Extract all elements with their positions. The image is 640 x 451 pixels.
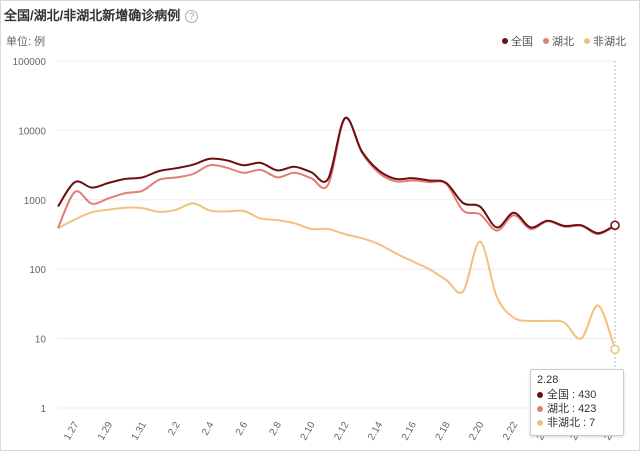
x-tick-label: 2.16 [400, 420, 419, 443]
tooltip-value-hubei: 423 [578, 403, 597, 415]
tooltip-value-national: 430 [578, 389, 597, 401]
tooltip-marker-non-hubei [537, 420, 543, 426]
legend-marker-national [502, 38, 508, 44]
x-tick-label: 2.12 [332, 420, 351, 443]
unit-label: 单位: 例 [6, 36, 46, 48]
legend-label-hubei: 湖北 [552, 36, 574, 48]
x-tick-label: 1.31 [130, 420, 149, 443]
tooltip-marker-national [537, 392, 543, 398]
series-marker-non-hubei [610, 344, 620, 355]
y-tick-label: 100 [29, 265, 46, 276]
question-circle-icon[interactable]: ? [185, 10, 199, 23]
series-line-non-hubei [57, 202, 616, 350]
y-tick-label: 1 [40, 404, 46, 415]
series-line-hubei [57, 117, 616, 236]
x-tick-label: 1.27 [62, 420, 81, 443]
tooltip-series-national: 全国 [547, 389, 569, 401]
series-marker-national [610, 220, 620, 230]
x-tick-label: 1.29 [96, 420, 115, 443]
chart-legend: 全国 湖北 非湖北 [502, 33, 626, 49]
y-tick-label: 1000 [24, 196, 47, 207]
x-tick-label: 2.6 [234, 420, 251, 438]
tooltip-row-hubei: 湖北: 423 [537, 402, 617, 416]
x-tick-label: 2.4 [200, 420, 217, 438]
legend-marker-non-hubei [584, 38, 590, 44]
legend-item-national[interactable]: 全国 [502, 33, 533, 49]
y-tick-label: 10000 [18, 126, 46, 137]
legend-label-non-hubei: 非湖北 [593, 36, 626, 48]
x-tick-label: 2.18 [434, 420, 453, 443]
tooltip-series-hubei: 湖北 [547, 403, 569, 415]
chart-title: 全国/湖北/非湖北新增确诊病例? [4, 5, 199, 24]
x-tick-label: 2.10 [299, 420, 318, 443]
y-tick-label: 10 [35, 335, 47, 346]
y-tick-label: 100000 [13, 57, 47, 68]
tooltip-row-national: 全国: 430 [537, 388, 617, 402]
x-tick-label: 2.8 [268, 420, 285, 438]
tooltip-series-non-hubei: 非湖北 [547, 417, 580, 429]
legend-item-hubei[interactable]: 湖北 [543, 33, 574, 49]
tooltip-value-non-hubei: 7 [589, 417, 596, 429]
x-tick-label: 2.20 [467, 420, 486, 443]
tooltip-row-non-hubei: 非湖北: 7 [537, 416, 617, 430]
x-tick-label: 2.14 [366, 420, 385, 443]
x-tick-label: 2.22 [501, 420, 520, 443]
data-tooltip: 2.28 全国: 430 湖北: 423 非湖北: 7 [530, 369, 624, 436]
tooltip-marker-hubei [537, 406, 543, 412]
legend-label-national: 全国 [511, 36, 533, 48]
chart-title-text: 全国/湖北/非湖北新增确诊病例 [4, 8, 181, 23]
legend-marker-hubei [543, 38, 549, 44]
legend-item-non-hubei[interactable]: 非湖北 [584, 33, 626, 49]
tooltip-date: 2.28 [537, 374, 559, 386]
series-line-national [57, 116, 616, 235]
x-tick-label: 2.2 [166, 420, 183, 438]
